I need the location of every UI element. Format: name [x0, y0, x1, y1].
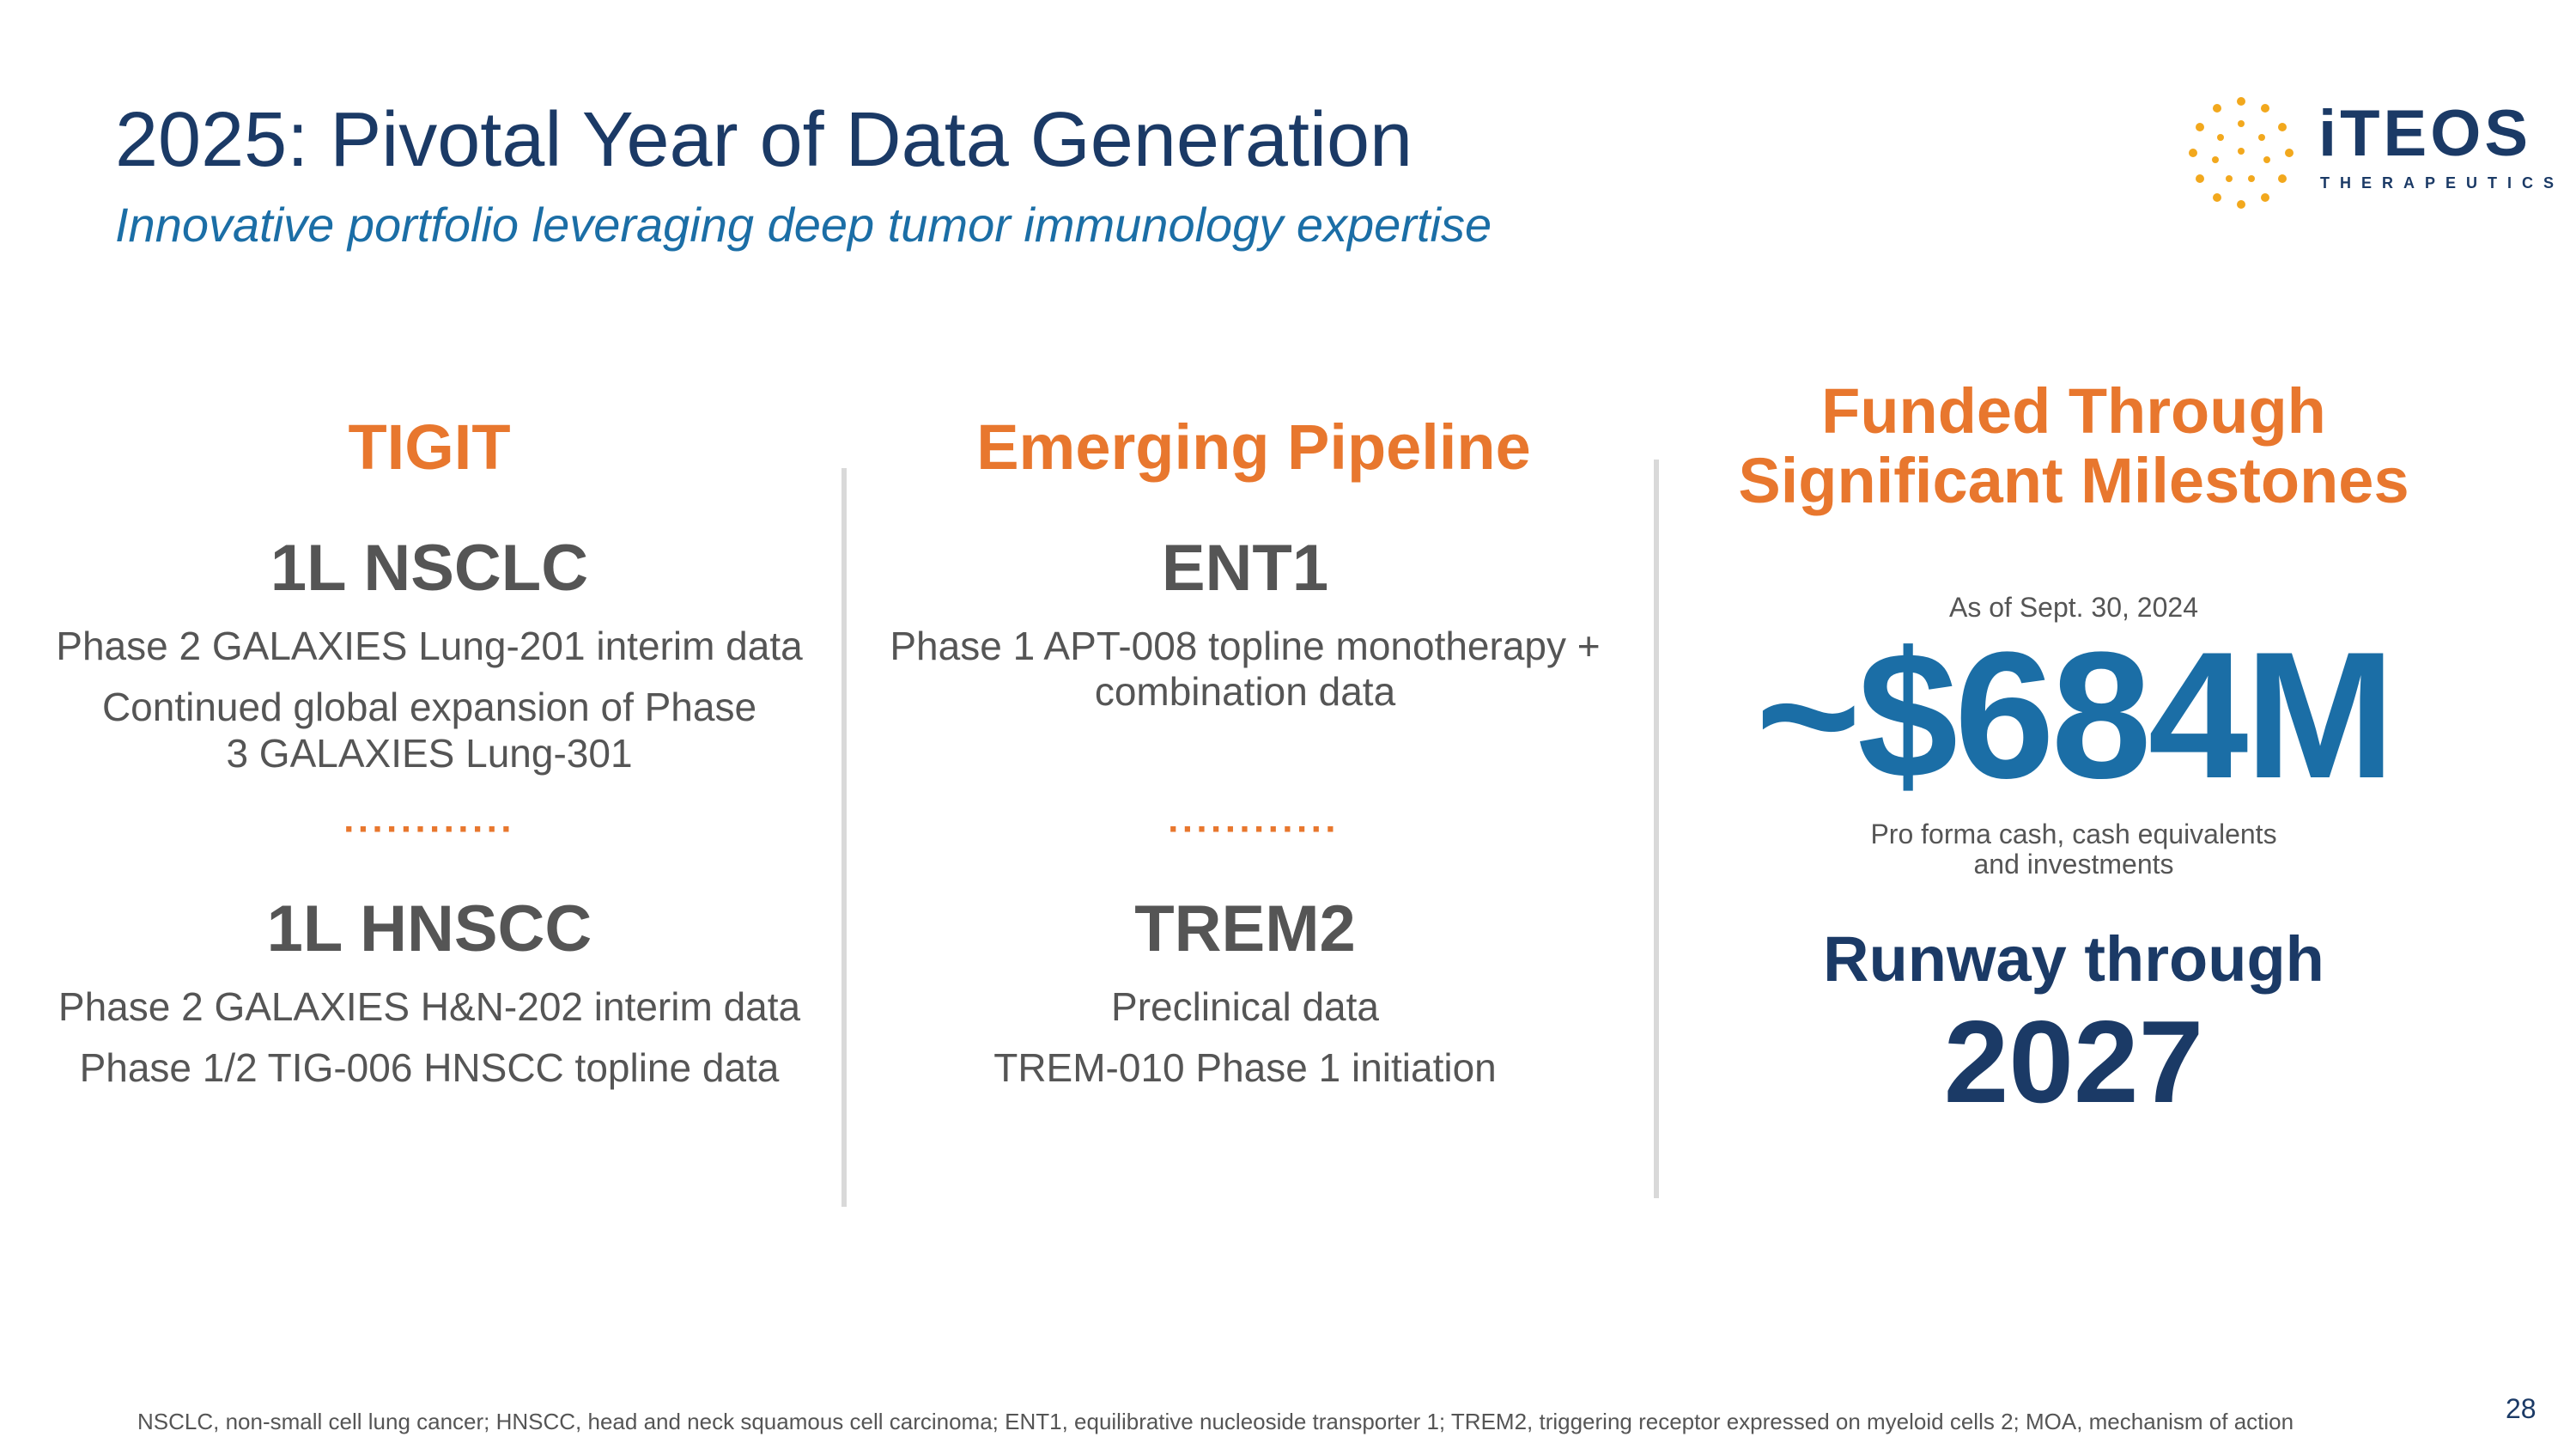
logo-wordmark: iTEOS	[2318, 97, 2532, 170]
runway-year: 2027	[1943, 996, 2204, 1127]
pipeline-trem2-section: TREM2 Preclinical data TREM-010 Phase 1 …	[867, 893, 1623, 1092]
ent1-title: ENT1	[1161, 532, 1329, 605]
nsclc-line-2: Continued global expansion of Phase 3 GA…	[101, 685, 757, 776]
cash-description: Pro forma cash, cash equivalents and inv…	[1683, 819, 2464, 880]
page-number: 28	[2506, 1393, 2537, 1424]
pipeline-separator: ············	[1168, 808, 1340, 850]
nsclc-title: 1L NSCLC	[270, 532, 589, 605]
tigit-hnscc-section: 1L HNSCC Phase 2 GALAXIES H&N-202 interi…	[43, 893, 816, 1092]
company-logo: iTEOS THERAPEUTICS	[2172, 86, 2554, 223]
tigit-nsclc-section: 1L NSCLC Phase 2 GALAXIES Lung-201 inter…	[43, 533, 816, 777]
cash-amount: ~$684M	[1755, 614, 2396, 816]
ent1-line-1: Phase 1 APT-008 topline monotherapy + co…	[890, 623, 1601, 715]
column-divider-2	[1654, 460, 1659, 1198]
sunburst-dots-icon	[2189, 97, 2293, 209]
nsclc-line-1: Phase 2 GALAXIES Lung-201 interim data	[56, 623, 803, 668]
column-divider-1	[841, 468, 847, 1207]
tigit-separator: ············	[343, 808, 515, 850]
funding-heading-line-2: Significant Milestones	[1738, 445, 2409, 517]
page-subtitle: Innovative portfolio leveraging deep tum…	[115, 198, 1492, 252]
logo-subtitle: THERAPEUTICS	[2320, 174, 2565, 192]
funding-column: Funded Through Significant Milestones	[1683, 376, 2464, 516]
funding-heading-line-1: Funded Through	[1821, 375, 2326, 447]
hnscc-line-2: Phase 1/2 TIG-006 HNSCC topline data	[79, 1045, 780, 1091]
runway-label: Runway through	[1823, 923, 2324, 995]
tigit-heading: TIGIT	[348, 411, 511, 483]
pipeline-column: Emerging Pipeline	[867, 411, 1640, 483]
trem2-title: TREM2	[1134, 892, 1356, 965]
hnscc-line-1: Phase 2 GALAXIES H&N-202 interim data	[58, 983, 801, 1029]
cash-description-line-2: and investments	[1973, 849, 2174, 880]
cash-description-line-1: Pro forma cash, cash equivalents	[1870, 819, 2277, 849]
tigit-column: TIGIT	[43, 411, 816, 483]
pipeline-heading: Emerging Pipeline	[976, 411, 1531, 483]
pipeline-ent1-section: ENT1 Phase 1 APT-008 topline monotherapy…	[867, 533, 1623, 715]
trem2-line-2: TREM-010 Phase 1 initiation	[993, 1045, 1497, 1091]
page-title: 2025: Pivotal Year of Data Generation	[115, 97, 1413, 183]
hnscc-title: 1L HNSCC	[266, 892, 592, 965]
trem2-line-1: Preclinical data	[1111, 983, 1379, 1029]
as-of-date: As of Sept. 30, 2024	[1949, 592, 2198, 623]
footnote: NSCLC, non-small cell lung cancer; HNSCC…	[137, 1409, 2294, 1434]
